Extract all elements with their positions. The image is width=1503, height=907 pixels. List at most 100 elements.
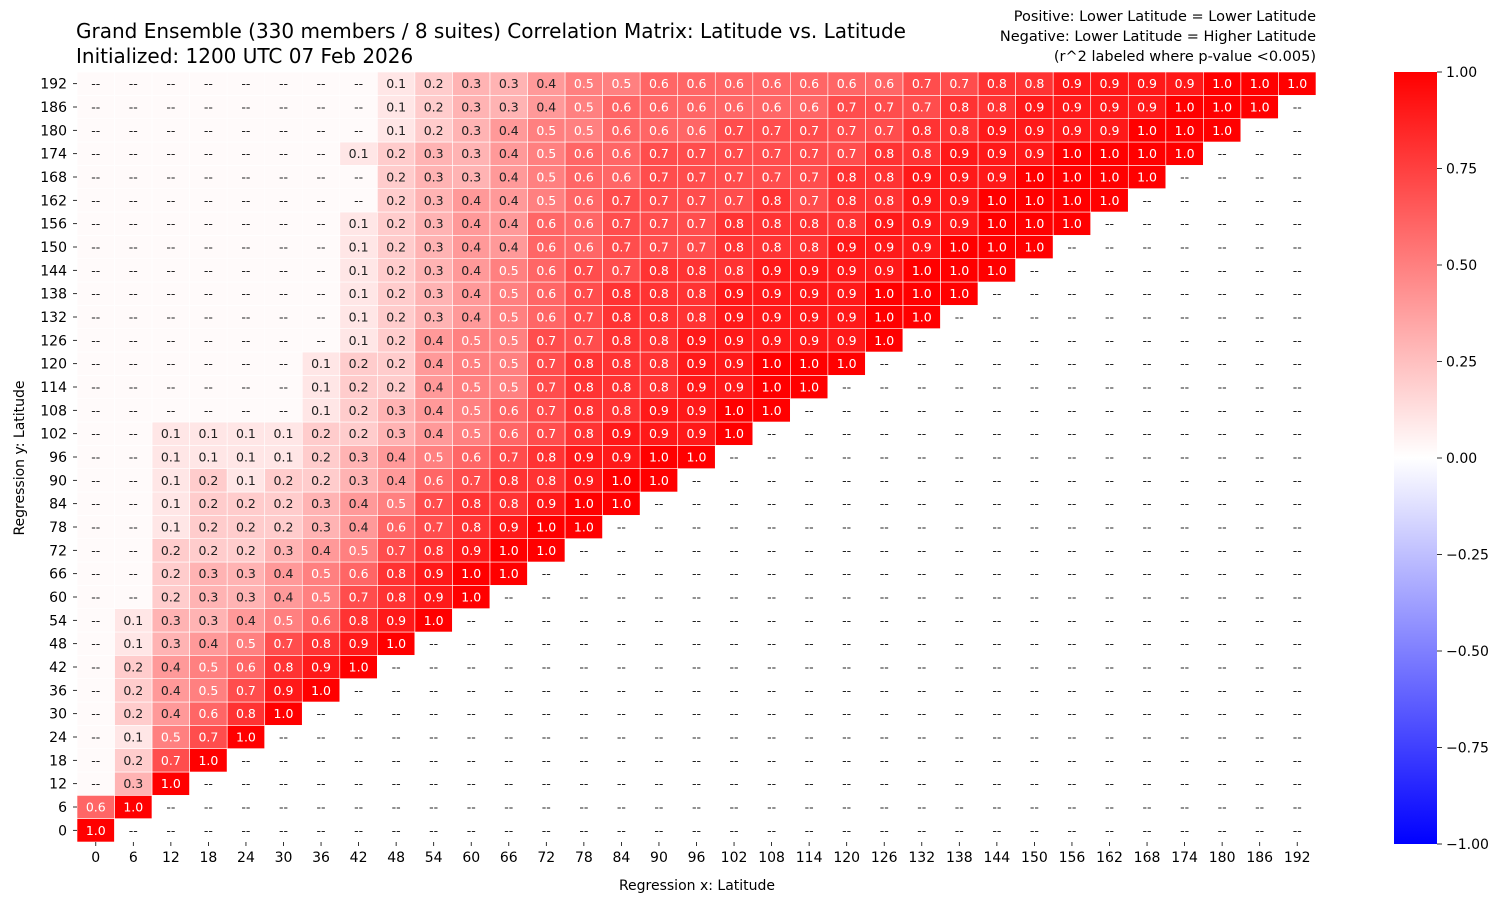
- cell-label: --: [880, 450, 889, 465]
- cell-label: --: [579, 823, 588, 838]
- cell-label: 0.3: [424, 263, 444, 278]
- heatmap-cells: 1.0 -- -- -- -- -- -- -- -- -- -- -- -- -- -- -- -- -- -- -…: [76, 71, 1317, 843]
- y-tick-label: 18: [49, 753, 67, 769]
- cell-label: --: [1030, 380, 1039, 395]
- cell-label: --: [392, 730, 401, 745]
- y-tick-label: 6: [58, 800, 67, 816]
- cell-label: --: [842, 636, 851, 651]
- cell-label: --: [767, 730, 776, 745]
- cell-label: 0.3: [198, 590, 218, 605]
- cell-label: 0.9: [1062, 100, 1082, 115]
- cell-label: --: [1067, 636, 1076, 651]
- cell-label: --: [955, 310, 964, 325]
- cell-label: --: [166, 403, 175, 418]
- cell-label: 0.7: [687, 193, 707, 208]
- cell-label: --: [166, 310, 175, 325]
- cell-label: --: [1105, 776, 1114, 791]
- cell-label: --: [1180, 590, 1189, 605]
- cell-label: --: [241, 356, 250, 371]
- cell-label: --: [91, 380, 100, 395]
- cell-label: --: [317, 146, 326, 161]
- cell-label: --: [842, 426, 851, 441]
- cell-label: --: [805, 520, 814, 535]
- cell-label: --: [91, 753, 100, 768]
- cell-label: 1.0: [987, 240, 1007, 255]
- cell-label: 0.2: [424, 123, 444, 138]
- cell-label: 0.6: [198, 706, 218, 721]
- y-tick-label: 12: [49, 777, 67, 793]
- cell-label: --: [805, 706, 814, 721]
- cell-label: --: [166, 170, 175, 185]
- cell-label: 1.0: [724, 426, 744, 441]
- cell-label: 0.4: [386, 473, 406, 488]
- cell-label: 0.4: [274, 590, 294, 605]
- cell-label: --: [917, 776, 926, 791]
- cell-label: 1.0: [1175, 123, 1195, 138]
- cell-label: 0.4: [424, 380, 444, 395]
- cell-label: 0.9: [762, 310, 782, 325]
- cell-label: --: [129, 356, 138, 371]
- cell-label: 0.7: [912, 76, 932, 91]
- colorbar-tick-label: 0.50: [1446, 258, 1477, 274]
- cell-label: --: [204, 170, 213, 185]
- cell-label: --: [1218, 800, 1227, 815]
- cell-label: --: [805, 426, 814, 441]
- cell-label: 0.7: [161, 753, 181, 768]
- cell-label: --: [992, 426, 1001, 441]
- cell-label: 0.8: [349, 613, 369, 628]
- cell-label: --: [842, 683, 851, 698]
- cell-label: 0.9: [874, 216, 894, 231]
- y-tick-label: 42: [49, 660, 67, 676]
- cell-label: 0.2: [236, 543, 256, 558]
- cell-label: --: [767, 590, 776, 605]
- cell-label: 0.3: [236, 590, 256, 605]
- cell-label: 0.9: [649, 403, 669, 418]
- cell-label: --: [241, 170, 250, 185]
- cell-label: --: [1218, 216, 1227, 231]
- cell-label: --: [241, 286, 250, 301]
- cell-label: --: [317, 730, 326, 745]
- cell-label: 0.6: [687, 100, 707, 115]
- colorbar-tick-label: 0.25: [1446, 355, 1477, 371]
- cell-label: --: [1105, 706, 1114, 721]
- cell-label: --: [1255, 263, 1264, 278]
- cell-label: --: [1218, 146, 1227, 161]
- cell-label: --: [992, 660, 1001, 675]
- cell-label: --: [129, 100, 138, 115]
- cell-label: --: [1143, 520, 1152, 535]
- cell-label: --: [91, 403, 100, 418]
- cell-label: 1.0: [349, 660, 369, 675]
- cell-label: 0.4: [461, 216, 481, 231]
- cell-label: 0.8: [611, 333, 631, 348]
- cell-label: 0.9: [949, 170, 969, 185]
- cell-label: --: [241, 380, 250, 395]
- cell-label: --: [204, 123, 213, 138]
- cell-label: --: [1255, 683, 1264, 698]
- cell-label: --: [617, 613, 626, 628]
- cell-label: --: [692, 683, 701, 698]
- cell-label: 0.9: [987, 170, 1007, 185]
- cell-label: --: [279, 333, 288, 348]
- cell-label: --: [1067, 706, 1076, 721]
- cell-label: 1.0: [1250, 76, 1270, 91]
- cell-label: --: [91, 76, 100, 91]
- cell-label: 0.2: [386, 380, 406, 395]
- cell-label: 0.5: [574, 100, 594, 115]
- cell-label: 1.0: [1137, 146, 1157, 161]
- cell-label: --: [1180, 706, 1189, 721]
- cell-label: --: [617, 520, 626, 535]
- cell-label: --: [1067, 753, 1076, 768]
- cell-label: --: [1293, 590, 1302, 605]
- cell-label: 0.9: [1100, 100, 1120, 115]
- cell-label: --: [429, 636, 438, 651]
- y-tick-label: 192: [40, 77, 67, 93]
- cell-label: --: [955, 660, 964, 675]
- cell-label: --: [542, 590, 551, 605]
- cell-label: --: [129, 123, 138, 138]
- cell-label: --: [1143, 823, 1152, 838]
- cell-label: 0.9: [912, 193, 932, 208]
- cell-label: 0.1: [274, 450, 294, 465]
- cell-label: --: [917, 450, 926, 465]
- cell-label: 0.1: [311, 356, 331, 371]
- cell-label: 0.8: [536, 473, 556, 488]
